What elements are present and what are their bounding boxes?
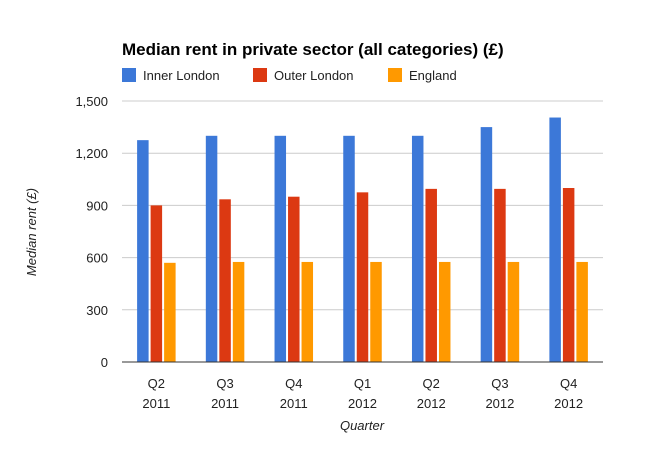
bar-outer-london[interactable] (150, 205, 163, 362)
legend-label-outer-london: Outer London (274, 68, 354, 83)
bar-outer-london[interactable] (425, 188, 437, 362)
x-tick-label: Q4 (285, 376, 302, 391)
x-tick-year-label: 2011 (280, 396, 308, 411)
y-axis-label: Median rent (£) (24, 188, 39, 276)
x-tick-year-label: 2012 (485, 396, 514, 411)
bar-outer-london[interactable] (356, 192, 369, 362)
bar-outer-london[interactable] (219, 199, 231, 362)
legend-item-england[interactable]: England (388, 68, 457, 83)
legend-item-outer-london[interactable]: Outer London (253, 68, 354, 83)
y-axis-ticks: 0 300 600 900 1,200 1,500 (75, 94, 108, 370)
bar-outer-london[interactable] (288, 196, 300, 362)
x-tick-label: Q4 (560, 376, 577, 391)
x-tick-label: Q2 (423, 376, 440, 391)
bar-england[interactable] (438, 261, 451, 362)
bar-england[interactable] (232, 261, 245, 362)
x-tick-label: Q1 (354, 376, 371, 391)
bar-inner-london[interactable] (411, 135, 424, 362)
x-tick-year-label: 2012 (554, 396, 583, 411)
bar-england[interactable] (164, 262, 176, 362)
y-tick-label: 1,200 (75, 146, 108, 161)
y-tick-label: 300 (86, 303, 108, 318)
x-tick-year-label: 2012 (417, 396, 446, 411)
legend-swatch-inner-london (122, 68, 136, 82)
bar-inner-london[interactable] (343, 135, 355, 362)
bar-inner-london[interactable] (549, 117, 561, 362)
chart-title: Median rent in private sector (all categ… (122, 40, 504, 59)
y-tick-label: 0 (101, 355, 108, 370)
legend-label-england: England (409, 68, 457, 83)
y-tick-label: 600 (86, 251, 108, 266)
legend-label-inner-london: Inner London (143, 68, 220, 83)
x-tick-label: Q3 (216, 376, 233, 391)
bar-inner-london[interactable] (480, 127, 493, 362)
bar-england[interactable] (507, 261, 520, 362)
x-tick-label: Q3 (491, 376, 508, 391)
y-tick-label: 1,500 (75, 94, 108, 109)
x-axis-label: Quarter (340, 418, 385, 433)
y-tick-label: 900 (86, 198, 108, 213)
x-tick-label: Q2 (148, 376, 165, 391)
bar-england[interactable] (370, 261, 382, 362)
bar-inner-london[interactable] (274, 135, 287, 362)
x-tick-year-label: 2011 (142, 396, 170, 411)
bars (137, 117, 588, 362)
bar-england[interactable] (301, 261, 314, 362)
x-tick-year-label: 2012 (348, 396, 377, 411)
bar-inner-london[interactable] (205, 135, 218, 362)
legend-item-inner-london[interactable]: Inner London (122, 68, 220, 83)
chart-legend: Inner London Outer London England (122, 68, 457, 83)
x-axis-ticks: Q2 2011 Q3 2011 Q4 2011 Q1 2012 Q2 2012 Q3 2012 Q4 20… (142, 376, 583, 411)
bar-outer-london[interactable] (494, 188, 506, 362)
legend-swatch-england (388, 68, 402, 82)
x-tick-year-label: 2011 (211, 396, 239, 411)
legend-swatch-outer-london (253, 68, 267, 82)
bar-england[interactable] (576, 261, 588, 362)
bar-outer-london[interactable] (562, 188, 575, 362)
bar-inner-london[interactable] (137, 140, 149, 362)
